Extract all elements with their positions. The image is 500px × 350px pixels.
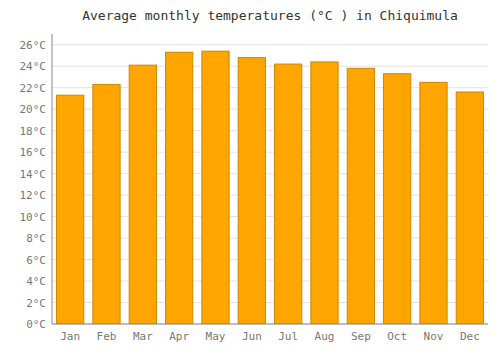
y-tick-label: 0°C bbox=[26, 318, 46, 331]
x-tick-label: Feb bbox=[97, 330, 117, 343]
y-tick-label: 22°C bbox=[20, 82, 47, 95]
title: Average monthly temperatures (°C ) in Ch… bbox=[82, 8, 458, 23]
y-tick-label: 6°C bbox=[26, 254, 46, 267]
grid-line bbox=[52, 324, 488, 325]
y-tick-label: 2°C bbox=[26, 297, 46, 310]
y-tick-label: 12°C bbox=[20, 189, 47, 202]
y-tick-label: 14°C bbox=[20, 168, 47, 181]
x-tick-label: Jun bbox=[242, 330, 262, 343]
y-grid bbox=[52, 45, 488, 324]
x-tick-label: Jul bbox=[278, 330, 298, 343]
x-tick-label: May bbox=[206, 330, 226, 343]
bar bbox=[166, 52, 193, 324]
x-tick-label: Apr bbox=[169, 330, 189, 343]
grid-line bbox=[52, 66, 488, 67]
y-tick-label: 20°C bbox=[20, 103, 47, 116]
y-tick-label: 10°C bbox=[20, 211, 47, 224]
bar bbox=[311, 62, 338, 324]
y-axis-line bbox=[52, 34, 53, 324]
y-tick-label: 16°C bbox=[20, 146, 47, 159]
y-tick-labels: 0°C 2°C 4°C 6°C 8°C 10°C 12°C 14°C 16°C 18°C 20°C 2… bbox=[20, 39, 47, 331]
bar bbox=[456, 92, 483, 324]
x-tick-label: Mar bbox=[133, 330, 153, 343]
x-axis-line bbox=[52, 324, 488, 325]
x-tick-label: Aug bbox=[315, 330, 335, 343]
bar bbox=[238, 58, 265, 324]
bar bbox=[384, 74, 411, 324]
y-tick-label: 18°C bbox=[20, 125, 47, 138]
bar bbox=[347, 68, 374, 324]
bar bbox=[93, 84, 120, 324]
x-tick-label: Dec bbox=[460, 330, 480, 343]
x-tick-label: Jan bbox=[60, 330, 80, 343]
bar bbox=[57, 95, 84, 324]
y-tick-label: 4°C bbox=[26, 275, 46, 288]
x-tick-label: Oct bbox=[387, 330, 407, 343]
x-tick-label: Nov bbox=[424, 330, 444, 343]
grid-line bbox=[52, 44, 488, 45]
bar bbox=[420, 82, 447, 324]
bar bbox=[202, 51, 229, 324]
chart: Average monthly temperatures (°C ) in Ch… bbox=[0, 0, 500, 350]
bar bbox=[275, 64, 302, 324]
y-tick-label: 26°C bbox=[20, 39, 47, 52]
bars bbox=[57, 51, 484, 324]
y-tick-label: 24°C bbox=[20, 60, 47, 73]
y-tick-label: 8°C bbox=[26, 232, 46, 245]
x-tick-label: Sep bbox=[351, 330, 371, 343]
bar bbox=[129, 65, 156, 324]
x-tick-labels: Jan Feb Mar Apr May Jun Jul Aug Sep Oct Nov Dec bbox=[60, 330, 480, 343]
